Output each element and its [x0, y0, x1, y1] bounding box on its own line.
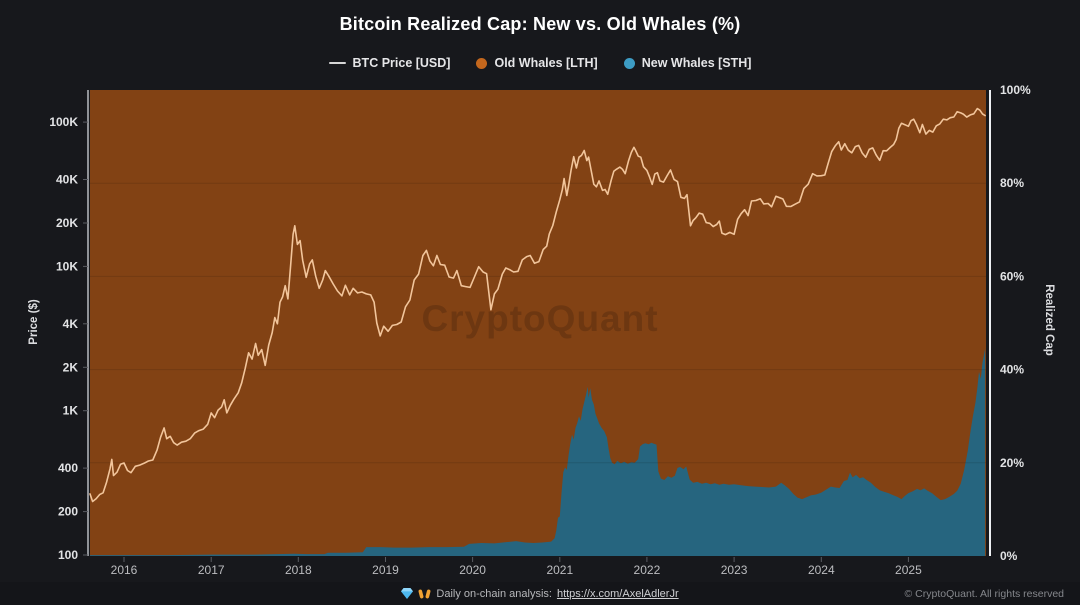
price-tick-label: 1K	[63, 404, 79, 418]
price-tick-label: 400	[58, 461, 78, 475]
price-tick-label: 100K	[49, 115, 78, 129]
copyright: © CryptoQuant. All rights reserved	[904, 587, 1064, 600]
author-link[interactable]: https://x.com/AxelAdlerJr	[556, 587, 679, 600]
old-whales-area	[90, 90, 986, 556]
new-whales-dot-swatch	[623, 57, 635, 69]
year-tick-label: 2023	[721, 563, 748, 577]
year-tick-label: 2018	[285, 563, 312, 577]
percent-tick-label: 0%	[1000, 549, 1018, 563]
percent-tick-label: 60%	[1000, 269, 1024, 283]
chart-legend: BTC Price [USD] Old Whales [LTH] New Wha…	[0, 53, 1080, 73]
year-tick-label: 2020	[459, 563, 486, 577]
legend-item-old-whales[interactable]: Old Whales [LTH]	[476, 56, 598, 70]
legend-label-btc-price: BTC Price [USD]	[352, 56, 451, 70]
year-tick-label: 2016	[111, 563, 138, 577]
year-tick-label: 2025	[895, 563, 922, 577]
price-tick-label: 10K	[56, 259, 78, 273]
right-axis-title: Realized Cap	[1043, 284, 1055, 356]
old-whales-dot-swatch	[476, 57, 488, 69]
new-whales-area	[90, 348, 986, 556]
chart-title: Bitcoin Realized Cap: New vs. Old Whales…	[339, 14, 741, 34]
left-axis-title: Price ($)	[28, 299, 40, 345]
price-tick-label: 200	[58, 505, 78, 519]
btc-price-line-swatch	[328, 61, 346, 65]
year-tick-label: 2022	[634, 563, 661, 577]
cryptoquant-watermark: CryptoQuant	[421, 298, 658, 339]
price-tick-label: 20K	[56, 216, 78, 230]
legend-item-new-whales[interactable]: New Whales [STH]	[623, 56, 752, 70]
gem-icon	[401, 588, 414, 599]
legend-label-old-whales: Old Whales [LTH]	[494, 56, 598, 70]
footer-bar: Daily on-chain analysis: https://x.com/A…	[0, 582, 1080, 605]
year-tick-label: 2021	[546, 563, 573, 577]
price-tick-label: 4K	[63, 317, 79, 331]
percent-tick-label: 100%	[1000, 83, 1031, 97]
attribution-text: Daily on-chain analysis:	[436, 587, 552, 600]
percent-tick-label: 80%	[1000, 176, 1024, 190]
year-tick-label: 2017	[198, 563, 225, 577]
legend-item-btc-price[interactable]: BTC Price [USD]	[328, 56, 451, 70]
percent-tick-label: 40%	[1000, 363, 1024, 377]
percent-tick-label: 20%	[1000, 456, 1024, 470]
price-tick-label: 100	[58, 548, 78, 562]
year-tick-label: 2019	[372, 563, 399, 577]
legend-label-new-whales: New Whales [STH]	[641, 56, 752, 70]
year-tick-label: 2024	[808, 563, 835, 577]
raised-hands-icon	[418, 588, 431, 600]
btc-price-line	[89, 107, 986, 503]
price-tick-label: 40K	[56, 173, 78, 187]
price-tick-label: 2K	[63, 360, 79, 374]
